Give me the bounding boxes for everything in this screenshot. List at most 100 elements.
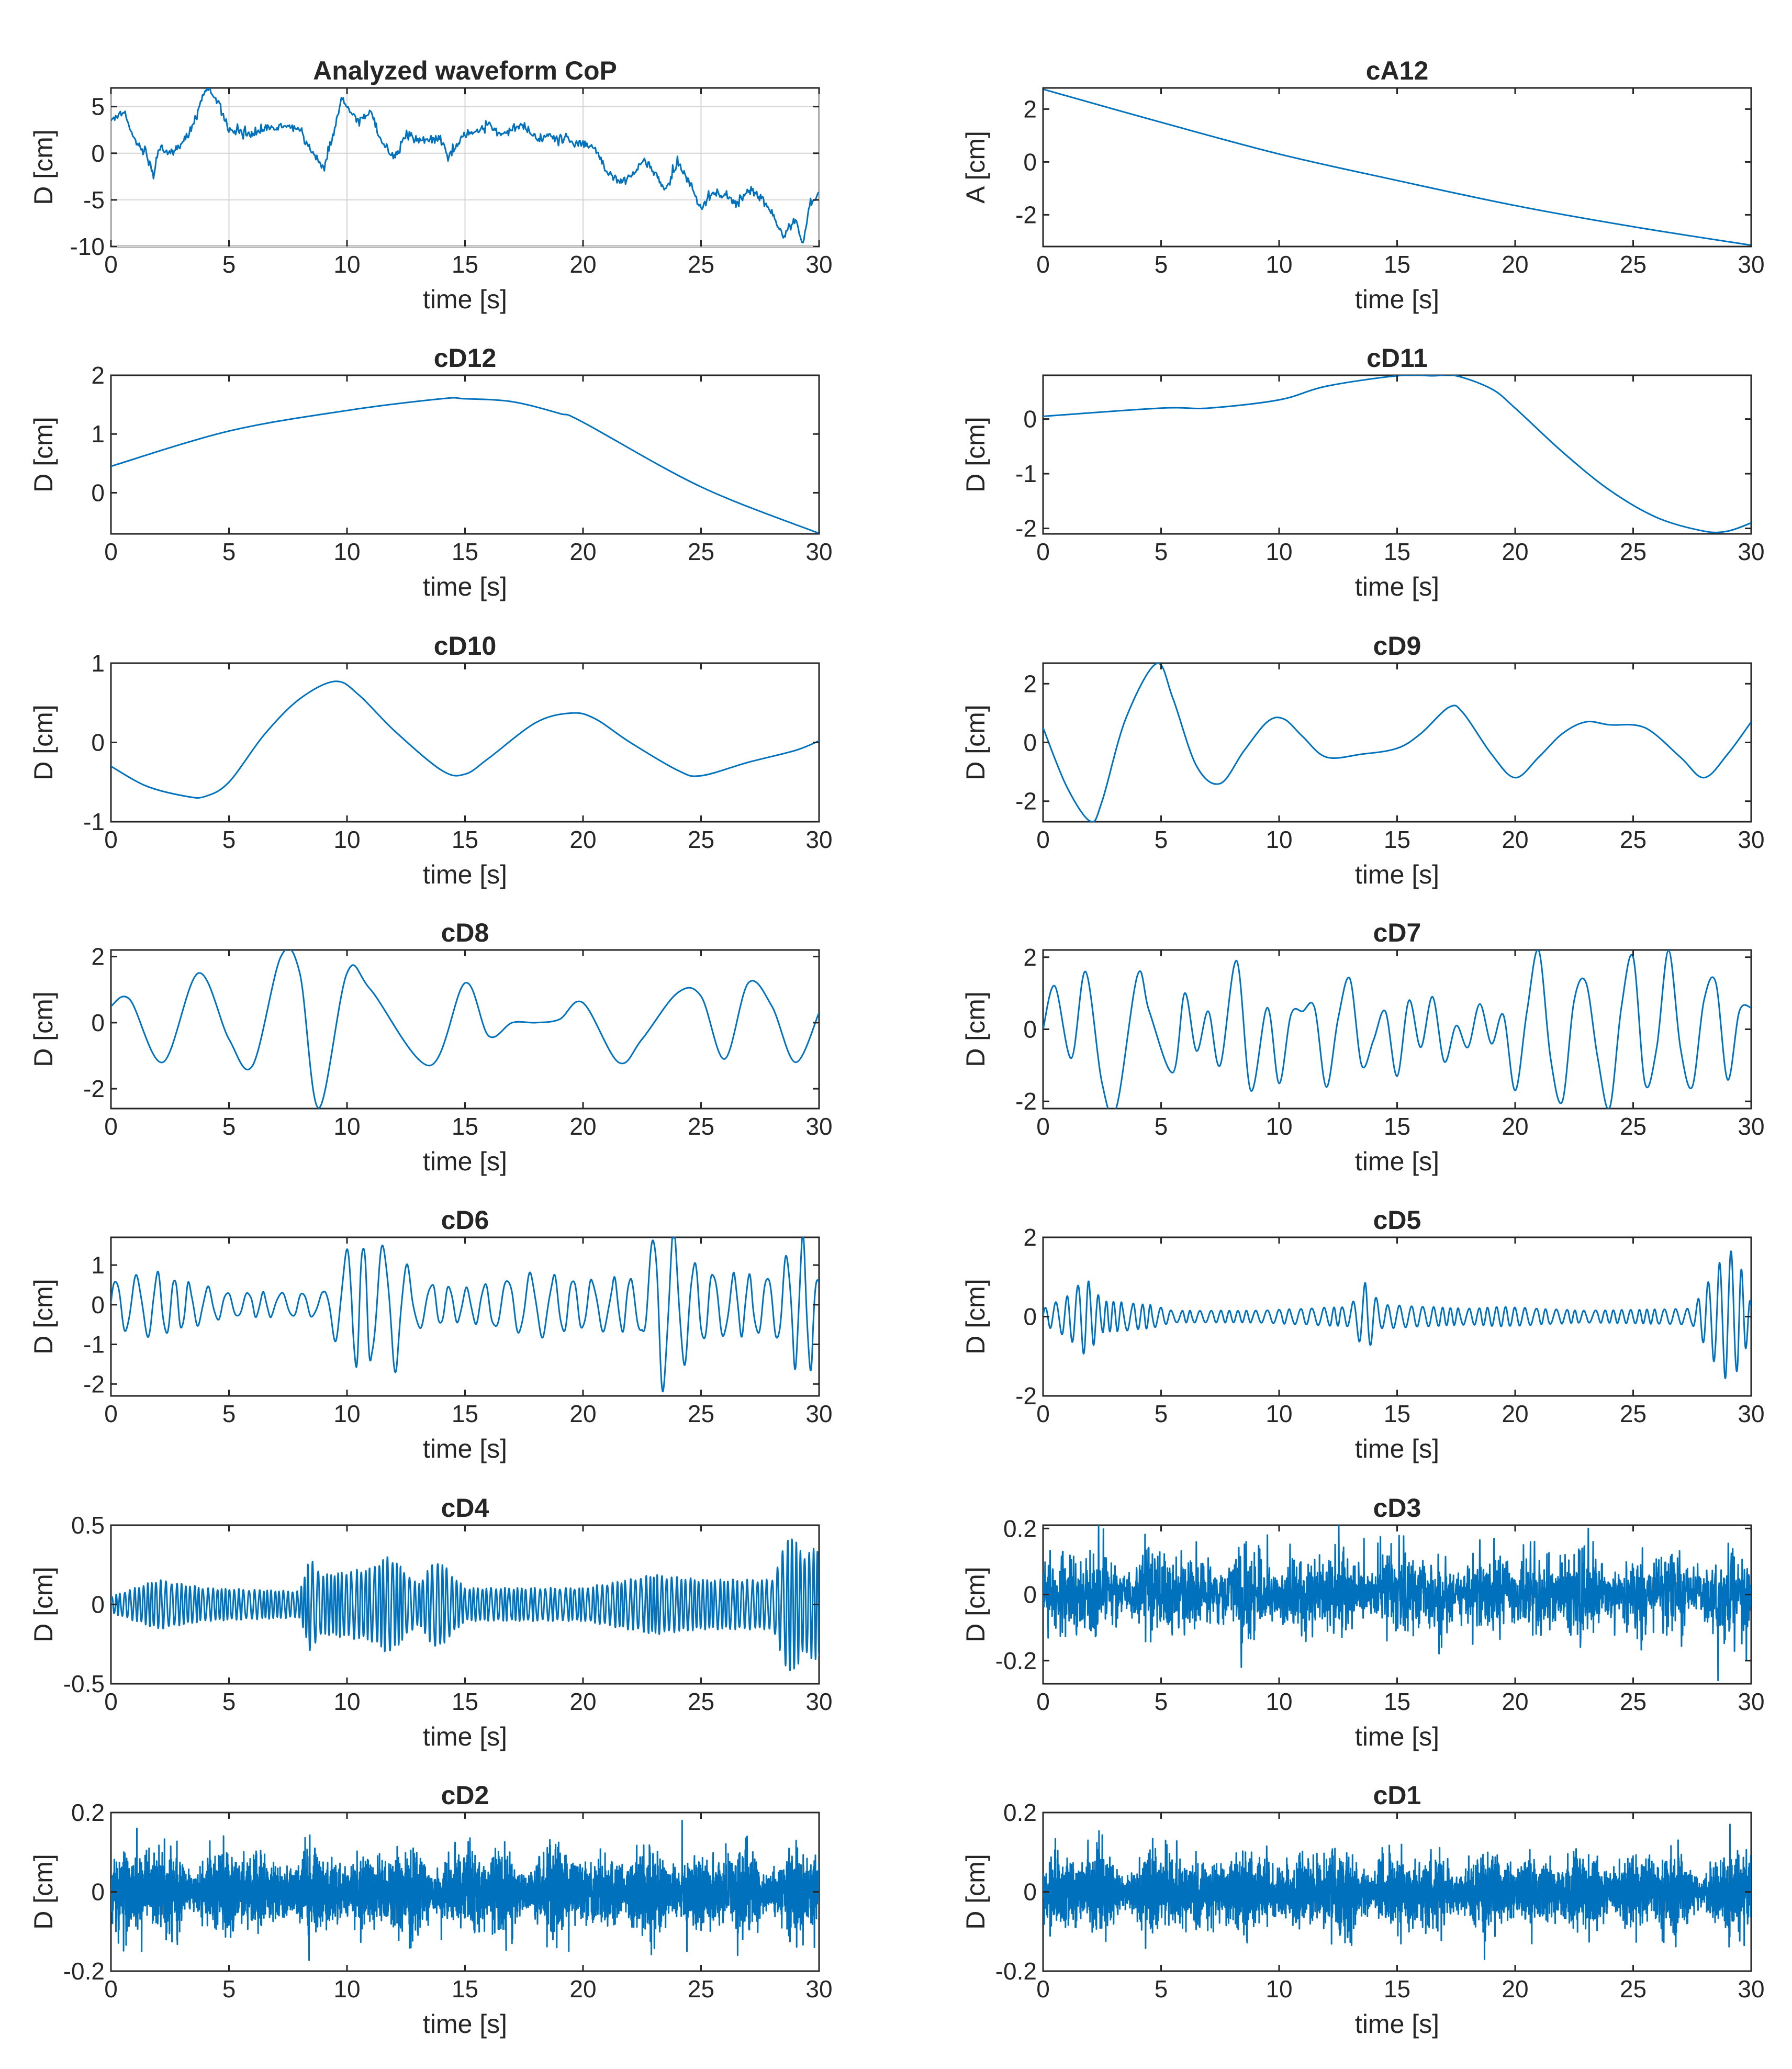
x-tick-label: 25 <box>688 538 714 565</box>
x-axis-label: time [s] <box>1355 572 1439 601</box>
y-axis-label: D [cm] <box>961 1567 990 1642</box>
x-axis-label: time [s] <box>1355 285 1439 314</box>
subplot-title: cD8 <box>441 918 489 947</box>
x-axis-label: time [s] <box>423 860 507 889</box>
y-tick-label: -0.2 <box>995 1958 1037 1985</box>
x-tick-label: 5 <box>222 1975 236 2003</box>
x-tick-label: 20 <box>1502 251 1528 278</box>
series-line-cD10 <box>111 680 819 799</box>
x-tick-label: 30 <box>805 1113 832 1140</box>
x-tick-label: 20 <box>569 1113 596 1140</box>
y-tick-label: 2 <box>1023 95 1037 122</box>
series-line-cD6 <box>111 1237 819 1393</box>
x-tick-label: 10 <box>333 1400 360 1427</box>
x-tick-label: 0 <box>104 1400 118 1427</box>
x-tick-label: 15 <box>452 1975 478 2003</box>
x-tick-label: 5 <box>222 538 236 565</box>
series-line-cA12 <box>1043 88 1751 246</box>
x-tick-label: 10 <box>1265 1975 1292 2003</box>
x-tick-label: 0 <box>1036 1400 1050 1427</box>
y-tick-label: 0.2 <box>71 1799 105 1826</box>
x-tick-label: 15 <box>1384 251 1410 278</box>
y-tick-label: 0.2 <box>1003 1515 1037 1542</box>
x-tick-label: 5 <box>222 1113 236 1140</box>
y-axis-label: D [cm] <box>29 704 58 780</box>
x-tick-label: 0 <box>104 251 118 278</box>
subplot-title: cD5 <box>1373 1205 1421 1235</box>
x-tick-label: 15 <box>452 1113 478 1140</box>
x-tick-label: 15 <box>1384 538 1410 565</box>
series-line-cD5 <box>1043 1250 1751 1379</box>
x-tick-label: 5 <box>222 251 236 278</box>
x-axis-label: time [s] <box>423 2009 507 2039</box>
y-axis-label: D [cm] <box>29 129 58 205</box>
y-tick-label: 2 <box>91 362 105 389</box>
y-tick-label: 0 <box>1023 1303 1037 1330</box>
x-tick-label: 5 <box>222 1400 236 1427</box>
y-tick-label: -2 <box>1015 1088 1037 1115</box>
series-line-cD12 <box>111 397 819 534</box>
plot-area <box>1042 949 1752 1110</box>
x-tick-label: 30 <box>1738 826 1764 853</box>
x-tick-label: 25 <box>688 1975 714 2003</box>
y-tick-label: -5 <box>83 186 105 214</box>
y-tick-label: 0 <box>1023 1581 1037 1608</box>
subplot-cD12: 0 5 10 15 20 25 30 0 1 2 cD12 time [s] D [cm] <box>29 343 833 601</box>
y-axis-label: D [cm] <box>29 1279 58 1354</box>
y-tick-label: 5 <box>91 93 105 120</box>
x-tick-label: 10 <box>333 1975 360 2003</box>
y-tick-label: 1 <box>91 1251 105 1279</box>
x-tick-label: 0 <box>104 826 118 853</box>
y-tick-label: 0.5 <box>71 1512 105 1539</box>
series-line-cD11 <box>1043 375 1751 533</box>
y-tick-label: 0 <box>1023 148 1037 175</box>
x-tick-label: 25 <box>688 1688 714 1715</box>
x-tick-label: 25 <box>1620 826 1647 853</box>
x-tick-label: 10 <box>1265 1400 1292 1427</box>
x-tick-label: 15 <box>1384 1400 1410 1427</box>
x-tick-label: 30 <box>1738 1975 1764 2003</box>
x-tick-label: 5 <box>1155 1688 1168 1715</box>
subplot-title: cD11 <box>1367 343 1428 373</box>
plot-area <box>110 662 820 823</box>
x-tick-label: 5 <box>222 1688 236 1715</box>
series-line-cD1 <box>1043 1824 1751 1960</box>
x-tick-label: 20 <box>569 1975 596 2003</box>
y-axis-label: D [cm] <box>961 1279 990 1354</box>
plot-area <box>1042 87 1752 248</box>
x-tick-label: 25 <box>688 826 714 853</box>
x-axis-label: time [s] <box>1355 860 1439 889</box>
y-tick-label: 0 <box>1023 1016 1037 1043</box>
x-tick-label: 25 <box>1620 1688 1647 1715</box>
x-tick-label: 10 <box>1265 538 1292 565</box>
y-tick-label: -2 <box>1015 788 1037 815</box>
series-line-cD7 <box>1043 950 1751 1109</box>
y-tick-label: 0 <box>91 1878 105 1906</box>
subplot-title: cD9 <box>1373 631 1421 661</box>
x-tick-label: 20 <box>1502 1975 1528 2003</box>
x-axis-label: time [s] <box>1355 1434 1439 1463</box>
y-tick-label: -2 <box>83 1075 105 1102</box>
x-tick-label: 0 <box>1036 826 1050 853</box>
series-line-cD2 <box>111 1819 819 1961</box>
subplot-cA12: 0 5 10 15 20 25 30 -2 0 2 cA12 time [s] A [cm] <box>961 56 1765 314</box>
y-tick-label: -0.2 <box>995 1647 1037 1674</box>
y-tick-label: -1 <box>83 808 105 835</box>
y-tick-label: 2 <box>91 943 105 970</box>
x-tick-label: 25 <box>688 1113 714 1140</box>
subplot-title: cD7 <box>1373 918 1421 947</box>
x-tick-label: 10 <box>1265 251 1292 278</box>
subplot-cD8: 0 5 10 15 20 25 30 -2 0 2 cD8 time [s] D [cm] <box>29 918 833 1176</box>
y-tick-label: -1 <box>1015 460 1037 487</box>
x-tick-label: 30 <box>805 1400 832 1427</box>
y-tick-label: 0 <box>1023 729 1037 756</box>
x-tick-label: 25 <box>688 1400 714 1427</box>
y-tick-label: 2 <box>1023 670 1037 697</box>
x-axis-label: time [s] <box>1355 2009 1439 2039</box>
x-tick-label: 30 <box>805 826 832 853</box>
x-tick-label: 0 <box>1036 538 1050 565</box>
x-tick-label: 10 <box>1265 1688 1292 1715</box>
x-tick-label: 30 <box>1738 1113 1764 1140</box>
x-tick-label: 0 <box>104 538 118 565</box>
